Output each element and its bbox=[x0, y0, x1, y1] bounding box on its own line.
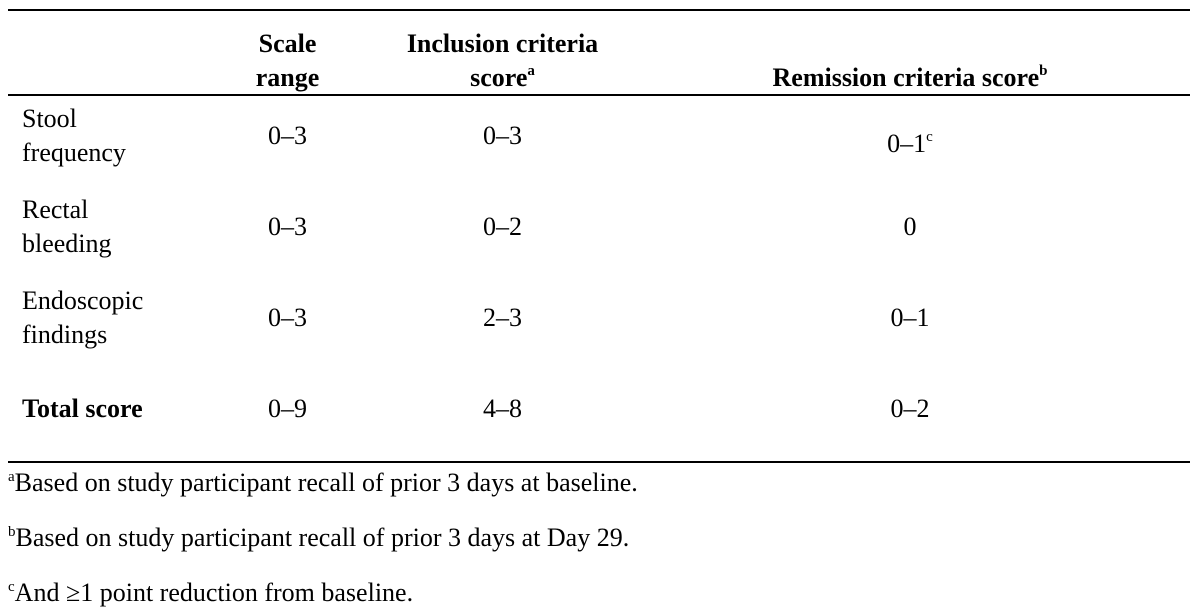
header-scale-range-line2: range bbox=[255, 63, 320, 92]
row-label-total-score: Total score bbox=[22, 394, 143, 423]
footnote-c-marker: c bbox=[8, 579, 15, 596]
rectal-bleeding-remission: 0 bbox=[903, 212, 917, 241]
row-label-line2: bleeding bbox=[22, 229, 112, 258]
stool-frequency-inclusion: 0–3 bbox=[483, 121, 522, 150]
header-inclusion-criteria: Inclusion criteria scorea bbox=[375, 27, 630, 95]
stool-frequency-remission: 0–1c bbox=[700, 127, 1120, 161]
stool-frequency-remission-value: 0–1 bbox=[887, 129, 927, 158]
row-label-stool-frequency: Stool frequency bbox=[22, 102, 126, 170]
footnote-marker-b: b bbox=[1039, 63, 1048, 80]
header-remission-criteria: Remission criteria scoreb bbox=[700, 61, 1120, 95]
header-inclusion-text: score bbox=[470, 63, 528, 92]
footnote-b-text: Based on study participant recall of pri… bbox=[15, 523, 630, 552]
row-label-line2: findings bbox=[22, 320, 108, 349]
stool-frequency-scale-range: 0–3 bbox=[268, 121, 307, 150]
header-inclusion-line2: scorea bbox=[375, 61, 630, 95]
footnote-c: cAnd ≥1 point reduction from baseline. bbox=[8, 578, 413, 608]
total-score-inclusion: 4–8 bbox=[483, 394, 522, 423]
header-inclusion-line1: Inclusion criteria bbox=[406, 29, 599, 58]
endoscopic-findings-scale-range: 0–3 bbox=[268, 303, 307, 332]
row-label-line1: Stool bbox=[22, 104, 77, 133]
table-top-rule bbox=[8, 9, 1190, 11]
header-remission-text: Remission criteria score bbox=[772, 63, 1040, 92]
endoscopic-findings-inclusion: 2–3 bbox=[483, 303, 522, 332]
footnote-b-marker: b bbox=[8, 524, 16, 541]
header-scale-range-line1: Scale bbox=[258, 29, 317, 58]
row-label-endoscopic-findings: Endoscopic findings bbox=[22, 284, 143, 352]
row-label-line1: Rectal bbox=[22, 195, 89, 224]
table-bottom-rule bbox=[8, 461, 1190, 463]
total-score-remission: 0–2 bbox=[890, 394, 930, 423]
header-scale-range: Scale range bbox=[220, 27, 355, 95]
row-label-rectal-bleeding: Rectal bleeding bbox=[22, 193, 112, 261]
footnote-a: aBased on study participant recall of pr… bbox=[8, 468, 638, 498]
footnote-a-text: Based on study participant recall of pri… bbox=[14, 468, 638, 497]
footnote-a-marker: a bbox=[8, 469, 15, 486]
footnote-b: bBased on study participant recall of pr… bbox=[8, 523, 629, 553]
header-rule bbox=[8, 94, 1190, 96]
row-label-line1: Endoscopic bbox=[22, 286, 144, 315]
total-score-scale-range: 0–9 bbox=[268, 394, 307, 423]
footnote-marker-a: a bbox=[527, 63, 535, 80]
rectal-bleeding-inclusion: 0–2 bbox=[483, 212, 522, 241]
row-label-line2: frequency bbox=[22, 138, 126, 167]
footnote-c-text: And ≥1 point reduction from baseline. bbox=[14, 578, 414, 607]
footnote-marker-c: c bbox=[926, 129, 933, 146]
endoscopic-findings-remission: 0–1 bbox=[890, 303, 930, 332]
rectal-bleeding-scale-range: 0–3 bbox=[268, 212, 307, 241]
